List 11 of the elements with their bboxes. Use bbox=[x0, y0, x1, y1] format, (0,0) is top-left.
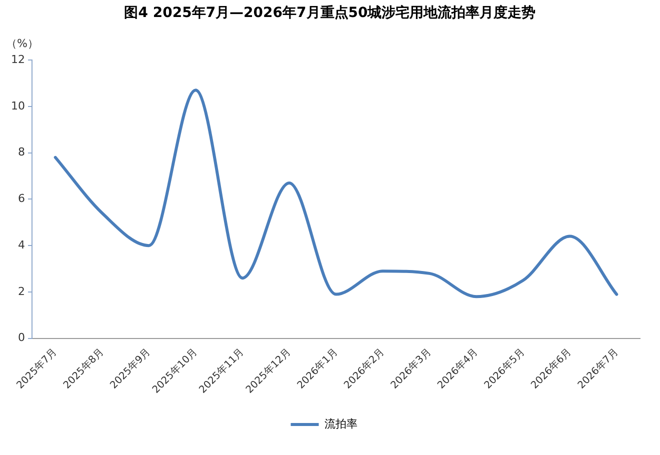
legend-label: 流拍率 bbox=[324, 417, 358, 430]
y-tick-label: 0 bbox=[18, 331, 25, 344]
y-tick-label: 2 bbox=[18, 284, 25, 298]
y-tick-label: 4 bbox=[18, 238, 25, 252]
y-tick-label: 10 bbox=[10, 99, 25, 112]
y-tick-label: 6 bbox=[18, 192, 25, 206]
y-tick-label: 8 bbox=[18, 146, 25, 159]
chart-title: 图4 2025年7月—2026年7月重点50城涉宅用地流拍率月度走势 bbox=[123, 4, 537, 22]
line-series bbox=[54, 88, 618, 298]
y-axis-title: （%） bbox=[6, 36, 38, 51]
y-tick-label: 12 bbox=[10, 52, 25, 66]
